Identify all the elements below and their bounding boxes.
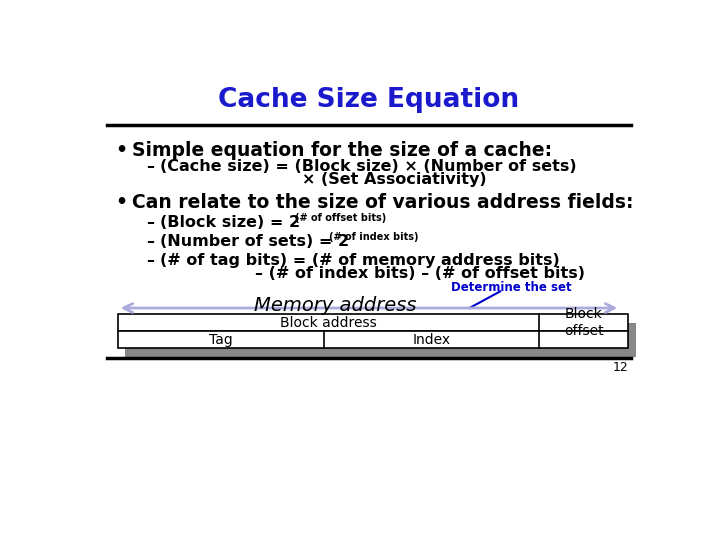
- Text: •: •: [115, 140, 127, 159]
- Text: Block address: Block address: [280, 315, 377, 329]
- Text: × (Set Associativity): × (Set Associativity): [302, 172, 487, 187]
- Text: Memory address: Memory address: [254, 295, 417, 315]
- Text: –: –: [145, 159, 154, 174]
- Text: –: –: [145, 215, 154, 230]
- Text: (# of index bits): (# of index bits): [329, 232, 418, 241]
- Text: – (# of index bits) – (# of offset bits): – (# of index bits) – (# of offset bits): [255, 266, 585, 281]
- Text: (Cache size) = (Block size) × (Number of sets): (Cache size) = (Block size) × (Number of…: [160, 159, 577, 174]
- Text: Determine the set: Determine the set: [451, 281, 572, 294]
- Text: Simple equation for the size of a cache:: Simple equation for the size of a cache:: [132, 140, 552, 159]
- Text: Cache Size Equation: Cache Size Equation: [218, 87, 520, 113]
- Text: Block
offset: Block offset: [564, 307, 603, 338]
- Text: Can relate to the size of various address fields:: Can relate to the size of various addres…: [132, 193, 634, 212]
- Text: (Block size) = 2: (Block size) = 2: [160, 215, 300, 230]
- Text: –: –: [145, 234, 154, 249]
- Bar: [125, 322, 636, 357]
- Text: (Number of sets) = 2: (Number of sets) = 2: [160, 234, 349, 249]
- Text: Tag: Tag: [210, 333, 233, 347]
- Text: 12: 12: [613, 361, 629, 374]
- Text: –: –: [145, 253, 154, 268]
- Text: •: •: [115, 193, 127, 212]
- Text: (# of tag bits) = (# of memory address bits): (# of tag bits) = (# of memory address b…: [160, 253, 559, 268]
- Text: (# of offset bits): (# of offset bits): [295, 213, 387, 223]
- Bar: [118, 331, 629, 348]
- Text: Index: Index: [413, 333, 451, 347]
- Bar: [118, 314, 629, 331]
